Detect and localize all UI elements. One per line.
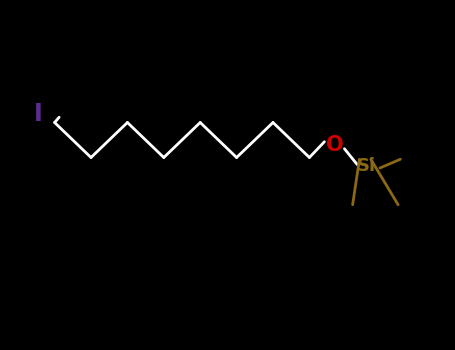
Text: O: O [326,135,343,155]
Text: I: I [34,102,43,126]
Text: Si: Si [357,157,376,175]
